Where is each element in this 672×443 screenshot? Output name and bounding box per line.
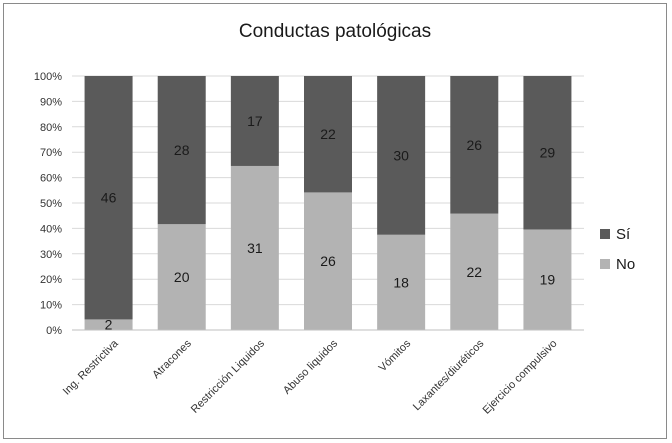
data-label-no: 31	[247, 240, 263, 256]
x-category-label: Abuso liquidos	[281, 337, 340, 396]
y-tick-label: 40%	[40, 223, 62, 235]
y-tick-label: 70%	[40, 147, 62, 159]
stacked-bar-chart: Conductas patológicas 0% 10% 20% 30% 40% 50% 6…	[34, 21, 635, 417]
legend-swatch	[600, 259, 610, 269]
legend-label: Sí	[616, 226, 631, 243]
data-label-si: 29	[540, 145, 556, 161]
data-label-no: 20	[174, 269, 190, 285]
data-label-no: 2	[105, 317, 113, 333]
data-label-no: 18	[393, 274, 409, 290]
legend: Sí No	[600, 226, 635, 273]
chart-title: Conductas patológicas	[239, 21, 431, 42]
bar-no	[377, 234, 426, 330]
bar-no	[157, 224, 206, 330]
x-category-label: Laxantes/diuréticos	[411, 337, 487, 413]
y-tick-label: 20%	[40, 274, 62, 286]
bar-si	[523, 76, 572, 230]
x-category-label: Atracones	[150, 337, 194, 381]
chart-frame: Conductas patológicas 0% 10% 20% 30% 40% 50% 6…	[3, 3, 667, 439]
y-axis-ticks: 0% 10% 20% 30% 40% 50% 60% 70% 80% 90% 100%	[34, 71, 62, 337]
legend-swatch	[600, 229, 610, 239]
data-label-no: 26	[320, 253, 336, 269]
y-tick-label: 100%	[34, 71, 62, 83]
y-tick-label: 0%	[46, 325, 62, 337]
data-label-si: 26	[466, 137, 482, 153]
bar-no	[450, 213, 499, 330]
data-label-no: 19	[540, 272, 556, 288]
bar-no	[523, 229, 572, 330]
x-category-label: Restricción Liquidos	[189, 337, 267, 415]
bar-si	[230, 76, 279, 166]
x-category-label: Vómitos	[377, 337, 414, 374]
data-label-si: 17	[247, 113, 263, 129]
bar-si	[157, 76, 206, 225]
data-label-si: 46	[101, 190, 117, 206]
bar-no	[230, 165, 279, 330]
data-label-si: 30	[393, 147, 409, 163]
y-tick-label: 30%	[40, 249, 62, 261]
bar-si	[450, 76, 499, 214]
y-tick-label: 60%	[40, 173, 62, 185]
bar-no	[84, 319, 133, 330]
y-tick-label: 80%	[40, 122, 62, 134]
x-category-label: Ing. Restrictiva	[61, 337, 122, 398]
bars	[84, 76, 572, 330]
y-tick-label: 50%	[40, 198, 62, 210]
bar-no	[304, 192, 352, 330]
bar-si	[304, 76, 352, 193]
data-labels: 2 46 20 28 31 17 26 22 18 30 22 26 19 29	[101, 113, 556, 333]
bar-si	[84, 76, 133, 320]
data-label-si: 28	[174, 142, 190, 158]
y-tick-label: 10%	[40, 300, 62, 312]
bar-si	[377, 76, 426, 235]
x-category-label: Ejercicio compulsivo	[481, 338, 560, 417]
data-label-si: 22	[320, 126, 336, 142]
y-tick-label: 90%	[40, 96, 62, 108]
data-label-no: 22	[466, 264, 482, 280]
legend-label: No	[616, 256, 635, 273]
